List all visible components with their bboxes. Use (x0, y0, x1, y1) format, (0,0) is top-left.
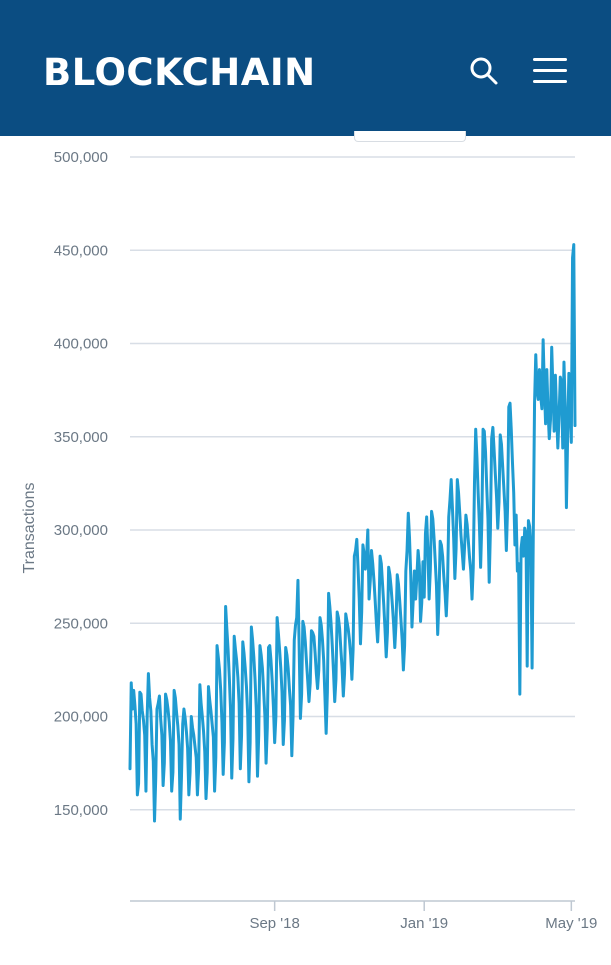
transactions-chart: 500,000 450,000 400,000 350,000 300,000 250,0… (0, 136, 611, 960)
menu-button[interactable] (533, 58, 569, 84)
x-tick-label: Sep '18 (249, 915, 299, 932)
search-button[interactable] (469, 56, 499, 86)
y-tick-label: 250,000 (54, 615, 108, 632)
x-tick-label: May '19 (545, 915, 597, 932)
y-tick-label: 300,000 (54, 522, 108, 539)
hamburger-menu-icon (533, 69, 567, 72)
search-icon (470, 57, 498, 85)
y-tick-label: 500,000 (54, 149, 108, 166)
transactions-series-line (128, 243, 577, 823)
y-tick-label: 200,000 (54, 709, 108, 726)
x-tick-label: Jan '19 (400, 915, 448, 932)
timespan-dropdown-edge[interactable] (354, 131, 466, 142)
blockchain-logo[interactable]: BLOCKCHAIN (43, 51, 316, 94)
y-axis-ticks: 500,000 450,000 400,000 350,000 300,000 250,0… (54, 149, 108, 819)
y-tick-label: 150,000 (54, 802, 108, 819)
transactions-chart-svg: 500,000 450,000 400,000 350,000 300,000 250,0… (21, 149, 597, 932)
hamburger-menu-icon (533, 80, 567, 83)
y-tick-label: 350,000 (54, 429, 108, 446)
y-axis-label: Transactions (21, 483, 38, 574)
hamburger-menu-icon (533, 58, 567, 61)
y-tick-label: 450,000 (54, 242, 108, 259)
x-axis: Sep '18 Jan '19 May '19 (130, 900, 597, 932)
y-tick-label: 400,000 (54, 336, 108, 353)
app-header: BLOCKCHAIN (0, 0, 611, 136)
chart-series (128, 243, 577, 823)
